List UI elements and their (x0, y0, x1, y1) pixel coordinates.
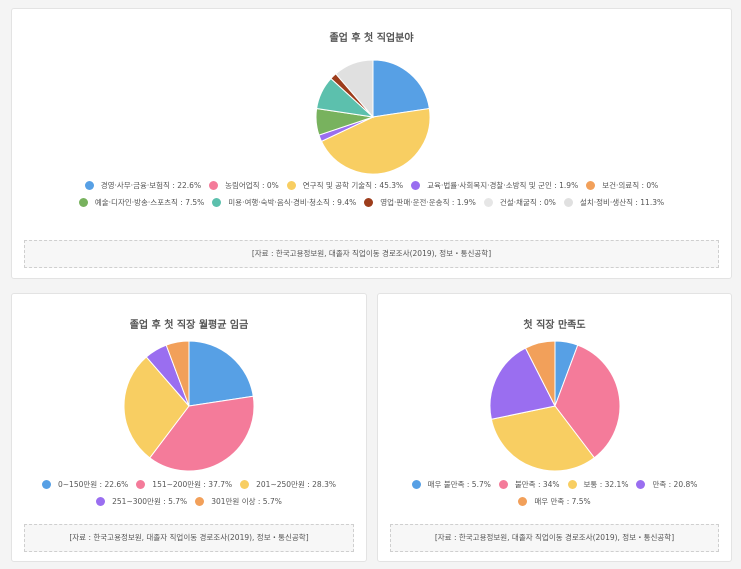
pie-slice-2[interactable] (554, 344, 621, 459)
legend-label: 농림어업직 : 0% (225, 181, 279, 190)
legend-color-dot-icon (286, 181, 296, 190)
legend-label: 불만족 : 34% (514, 480, 560, 489)
legend-item[interactable]: 예술·디자인·방송·스포츠직 : 7.5% (78, 194, 205, 211)
legend-label: 매우 만족 : 7.5% (534, 497, 591, 506)
legend-item[interactable]: 보건·의료직 : 0% (586, 177, 658, 194)
pie-slice-2[interactable] (149, 395, 255, 472)
chart-legend: 경영·사무·금융·보험직 : 22.6% 농림어업직 : 0% 연구직 및 공학 기… (22, 177, 721, 211)
legend-color-dot-icon (84, 181, 94, 190)
legend-label: 만족 : 20.8% (652, 480, 698, 489)
legend-item[interactable]: 만족 : 20.8% (636, 476, 697, 493)
pie-slice-4[interactable] (489, 347, 556, 420)
legend-color-dot-icon (195, 497, 205, 506)
source-note: [자료 : 한국고용정보원, 대졸자 직업이동 경로조사(2019), 정보・통… (24, 524, 354, 552)
legend-item[interactable]: 0~150만원 : 22.6% (42, 476, 128, 493)
legend-item[interactable]: 매우 불만족 : 5.7% (411, 476, 491, 493)
legend-color-dot-icon (636, 480, 646, 489)
chart-legend: 0~150만원 : 22.6% 151~200만원 : 37.7% 201~250만… (22, 476, 356, 510)
legend-item[interactable]: 연구직 및 공학 기술직 : 45.3% (286, 177, 404, 194)
legend-color-dot-icon (212, 198, 222, 207)
legend-item[interactable]: 건설·채굴직 : 0% (483, 194, 556, 211)
legend-label: 301만원 이상 : 5.7% (211, 497, 282, 506)
legend-label: 보통 : 32.1% (583, 480, 629, 489)
legend-color-dot-icon (411, 181, 421, 190)
pie-slice-1[interactable] (372, 59, 430, 118)
source-note: [자료 : 한국고용정보원, 대졸자 직업이동 경로조사(2019), 정보・통… (24, 240, 719, 268)
chart-card-first-job-salary: 졸업 후 첫 직장 월평균 임금 0~150만원 : 22.6% 151~200만… (11, 293, 367, 562)
legend-color-dot-icon (78, 198, 88, 207)
legend-label: 미용·여행·숙박·음식·경비·청소직 : 9.4% (228, 198, 357, 207)
legend-item[interactable]: 미용·여행·숙박·음식·경비·청소직 : 9.4% (212, 194, 356, 211)
legend-label: 201~250만원 : 28.3% (256, 480, 336, 489)
legend-label: 경영·사무·금융·보험직 : 22.6% (100, 181, 202, 190)
chart-legend: 매우 불만족 : 5.7% 불만족 : 34% 보통 : 32.1% 만족 : 20.… (388, 476, 721, 510)
pie-slice-3[interactable] (490, 405, 596, 472)
legend-color-dot-icon (136, 480, 146, 489)
legend-color-dot-icon (563, 198, 573, 207)
legend-label: 예술·디자인·방송·스포츠직 : 7.5% (94, 198, 205, 207)
pie-slice-1[interactable] (188, 340, 254, 407)
legend-color-dot-icon (364, 198, 374, 207)
legend-item[interactable]: 201~250만원 : 28.3% (240, 476, 336, 493)
chart-title: 졸업 후 첫 직업분야 (329, 33, 414, 44)
legend-label: 교육·법률·사회복지·경찰·소방직 및 군인 : 1.9% (427, 181, 579, 190)
legend-color-dot-icon (96, 497, 106, 506)
legend-color-dot-icon (567, 480, 577, 489)
legend-color-dot-icon (586, 181, 596, 190)
chart-title: 졸업 후 첫 직장 월평균 임금 (129, 320, 249, 331)
legend-item[interactable]: 보통 : 32.1% (567, 476, 629, 493)
source-note: [자료 : 한국고용정보원, 대졸자 직업이동 경로조사(2019), 정보・통… (390, 524, 719, 552)
chart-card-first-job-satisfaction: 첫 직장 만족도 매우 불만족 : 5.7% 불만족 : 34% 보통 : 32.1… (377, 293, 732, 562)
legend-label: 251~300만원 : 5.7% (112, 497, 188, 506)
legend-item[interactable]: 불만족 : 34% (498, 476, 560, 493)
legend-label: 0~150만원 : 22.6% (58, 480, 129, 489)
legend-color-dot-icon (42, 480, 51, 489)
pie-chart-first-job-satisfaction (489, 340, 621, 472)
legend-color-dot-icon (209, 181, 219, 190)
pie-slice-10[interactable] (335, 59, 374, 119)
legend-item[interactable]: 교육·법률·사회복지·경찰·소방직 및 군인 : 1.9% (411, 177, 578, 194)
legend-item[interactable]: 설치·정비·생산직 : 11.3% (563, 194, 665, 211)
legend-item[interactable]: 151~200만원 : 37.7% (136, 476, 232, 493)
legend-label: 연구직 및 공학 기술직 : 45.3% (302, 181, 404, 190)
chart-title: 첫 직장 만족도 (523, 320, 586, 331)
pie-chart-first-job-field (315, 59, 431, 175)
legend-item[interactable]: 301만원 이상 : 5.7% (195, 493, 282, 510)
legend-color-dot-icon (518, 497, 528, 506)
legend-item[interactable]: 매우 만족 : 7.5% (518, 493, 591, 510)
legend-label: 설치·정비·생산직 : 11.3% (579, 198, 665, 207)
legend-color-dot-icon (498, 480, 508, 489)
legend-item[interactable]: 농림어업직 : 0% (209, 177, 279, 194)
legend-label: 보건·의료직 : 0% (602, 181, 659, 190)
pie-chart-first-job-salary (123, 340, 255, 472)
legend-item[interactable]: 251~300만원 : 5.7% (96, 493, 187, 510)
legend-color-dot-icon (483, 198, 493, 207)
legend-label: 건설·채굴직 : 0% (499, 198, 556, 207)
legend-color-dot-icon (411, 480, 421, 489)
pie-slice-3[interactable] (123, 356, 190, 459)
chart-card-first-job-field: 졸업 후 첫 직업분야 경영·사무·금융·보험직 : 22.6% 농림어업직 : … (11, 8, 732, 279)
legend-item[interactable]: 영업·판매·운전·운송직 : 1.9% (364, 194, 476, 211)
pie-slice-3[interactable] (320, 107, 431, 175)
pie-slice-5[interactable] (165, 340, 190, 407)
legend-item[interactable]: 경영·사무·금융·보험직 : 22.6% (84, 177, 202, 194)
legend-label: 151~200만원 : 37.7% (152, 480, 233, 489)
pie-slice-5[interactable] (524, 340, 556, 407)
legend-color-dot-icon (240, 480, 250, 489)
legend-label: 매우 불만족 : 5.7% (427, 480, 491, 489)
legend-label: 영업·판매·운전·운송직 : 1.9% (380, 198, 476, 207)
